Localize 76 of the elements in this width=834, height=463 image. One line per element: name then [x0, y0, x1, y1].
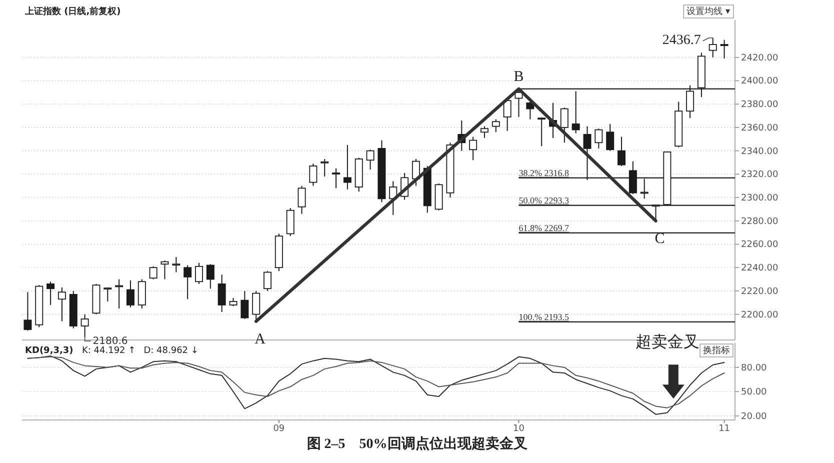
candlestick [343, 144, 352, 190]
candlestick [160, 260, 169, 280]
candlestick [195, 262, 203, 284]
y-tick-label: 50.00 [741, 388, 768, 398]
y-tick-label: 20.00 [741, 412, 768, 422]
candlestick [149, 266, 158, 280]
y-tick-label: 2340.00 [741, 146, 778, 157]
chart-title: KD(9,3,3) [25, 346, 74, 356]
annotation: A [254, 331, 266, 348]
candlestick [720, 39, 728, 60]
ref-line-label: 50.0% 2293.3 [518, 195, 570, 206]
y-tick-label: 2200.00 [741, 310, 778, 320]
text: 设置均线 ▾ [686, 6, 730, 17]
candlestick [126, 280, 134, 308]
candlestick [218, 274, 226, 312]
candlestick [46, 281, 55, 306]
candlestick [366, 149, 374, 170]
ref-line-label: 61.8% 2269.7 [518, 222, 570, 233]
annotation: K: 44.192 ↑ [82, 346, 136, 356]
candlestick [298, 185, 306, 214]
candlestick [583, 126, 592, 180]
caption: 图 2–5 50%回调点位出现超卖金叉 [306, 436, 528, 452]
candlestick [332, 168, 340, 189]
x-tick-label: 10 [513, 424, 525, 434]
candlestick [206, 264, 214, 290]
candlestick [240, 290, 249, 320]
candlestick [252, 290, 260, 322]
y-tick-label: 2220.00 [741, 286, 778, 297]
candlestick [80, 314, 89, 338]
candlestick [264, 270, 272, 292]
y-tick-label: 2380.00 [741, 100, 778, 110]
candlestick [24, 292, 32, 332]
candlestick [184, 264, 192, 300]
candlestick [652, 204, 660, 222]
y-tick-label: 2300.00 [741, 194, 778, 204]
chart-title: 上证指数 (日线,前复权) [24, 6, 121, 17]
annotation: C [654, 230, 665, 247]
candlestick [628, 160, 637, 195]
candlestick [138, 278, 146, 309]
x-tick-label: 11 [718, 424, 730, 434]
y-tick-label: 2400.00 [741, 76, 778, 87]
candlestick [572, 90, 580, 134]
candlestick [708, 37, 717, 58]
annotation: 超卖金叉 [635, 333, 700, 351]
candlestick [469, 136, 478, 161]
candlestick [104, 286, 112, 302]
y-tick-label: 2320.00 [741, 170, 778, 180]
candlestick [172, 256, 180, 273]
y-tick-label: 2280.00 [741, 216, 778, 227]
candlestick [58, 286, 66, 322]
y-tick-label: 2260.00 [741, 240, 778, 250]
candlestick [115, 278, 124, 309]
candlestick [538, 117, 546, 147]
y-tick-label: 2240.00 [741, 264, 778, 274]
candlestick [320, 158, 329, 177]
ref-line-label: 100.% 2193.5 [518, 312, 570, 322]
y-tick-label: 2420.00 [741, 53, 778, 64]
candlestick [492, 118, 500, 133]
candlestick [503, 98, 512, 132]
candlestick [686, 84, 694, 119]
candlestick [594, 128, 603, 149]
candlestick [480, 126, 488, 138]
x-tick-label: 09 [273, 424, 285, 434]
annotation: 2180.6 [92, 336, 128, 347]
candlestick [309, 163, 318, 186]
annotation: B [514, 68, 524, 85]
y-tick-label: 80.00 [741, 363, 768, 374]
ref-line-label: 38.2% 2316.8 [518, 168, 570, 178]
candlestick [606, 123, 614, 152]
annotation: D: 48.962 ↓ [144, 346, 198, 356]
y-tick-label: 2360.00 [741, 123, 778, 134]
annotation: 换指标 [703, 345, 730, 356]
candlestick [618, 136, 626, 166]
candlestick [560, 107, 568, 144]
candlestick [286, 208, 294, 237]
annotation: 2436.7 [662, 32, 701, 48]
